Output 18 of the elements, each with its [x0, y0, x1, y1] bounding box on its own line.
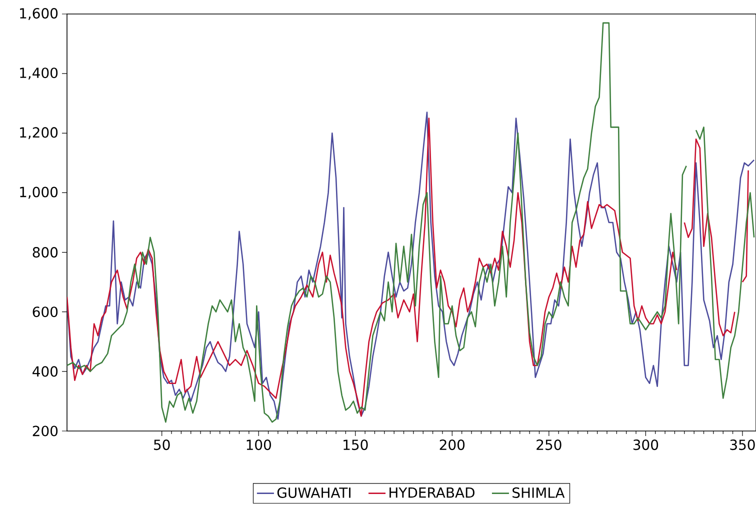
x-tick-label: 200	[440, 440, 465, 450]
x-tick-label: 300	[633, 440, 658, 450]
x-tick-label: 150	[344, 440, 368, 450]
legend-label: HYDERABAD	[390, 488, 474, 498]
y-tick-label: 1,000	[20, 186, 58, 199]
y-tick-label: 1,200	[20, 127, 58, 140]
x-tick-label: 50	[154, 440, 170, 450]
y-tick-label: 800	[32, 247, 58, 258]
x-tick-label: 350	[730, 440, 755, 450]
y-tick-label: 400	[32, 366, 58, 377]
x-tick-label: 250	[536, 440, 562, 450]
x-tick-label: 100	[246, 440, 271, 450]
legend-label: SHIMLA	[512, 487, 565, 498]
legend-label: GUWAHATI	[277, 487, 350, 498]
y-tick-label: 200	[32, 426, 58, 436]
y-tick-label: 1,600	[20, 8, 58, 20]
y-tick-label: 1,400	[20, 68, 58, 80]
y-tick-label: 600	[32, 306, 58, 318]
